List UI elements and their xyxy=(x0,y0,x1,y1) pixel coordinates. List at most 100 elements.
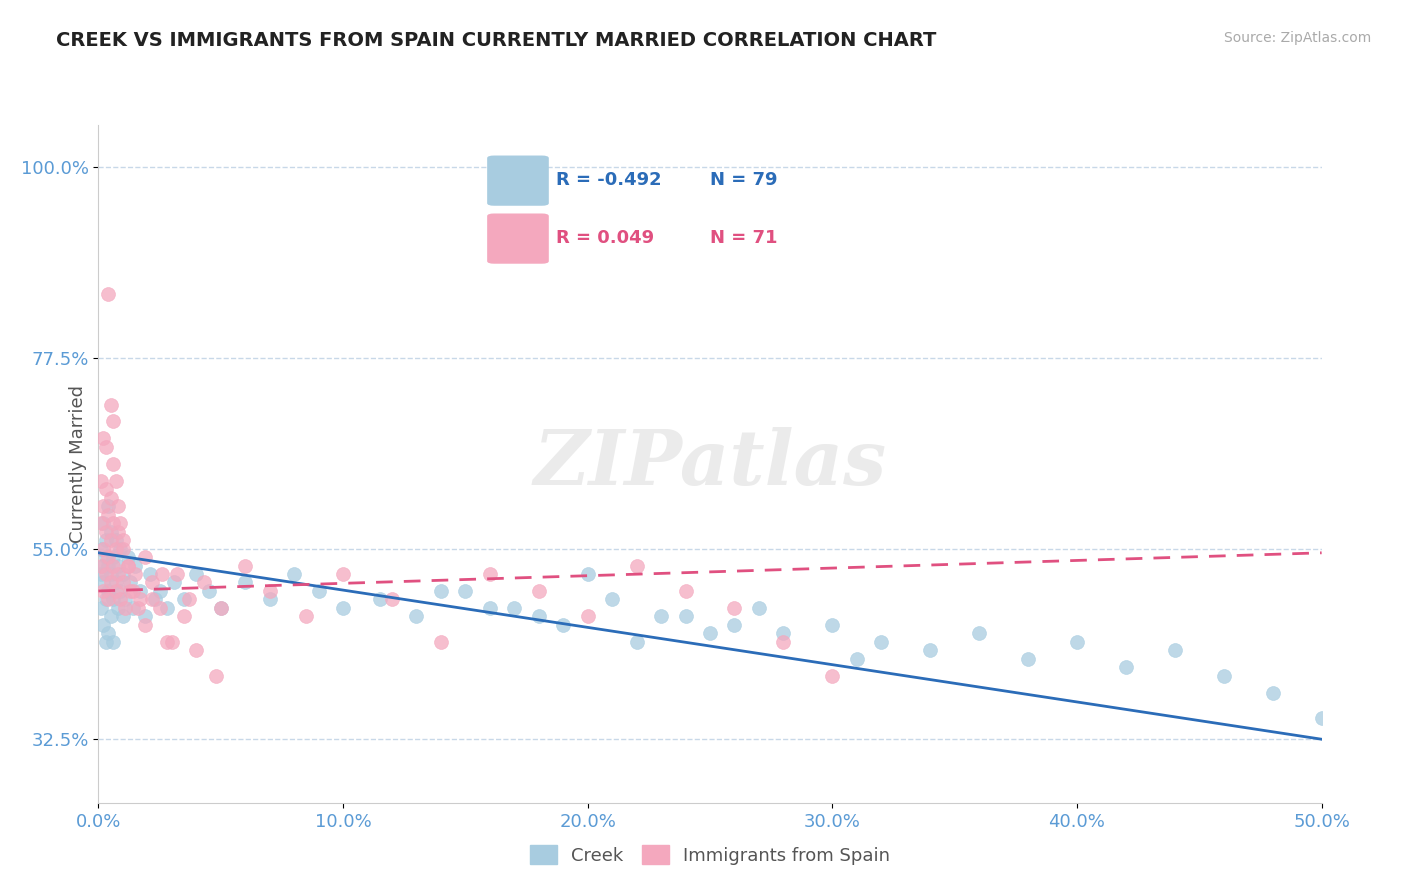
Point xyxy=(150,567,173,582)
Point xyxy=(94,524,117,539)
Point xyxy=(91,575,114,590)
Point xyxy=(104,541,127,556)
Point xyxy=(97,592,120,607)
Point xyxy=(197,584,219,599)
Point xyxy=(94,635,117,649)
Point xyxy=(723,601,745,615)
Point xyxy=(478,567,501,582)
Point xyxy=(90,567,112,582)
Point xyxy=(1115,660,1137,674)
Point xyxy=(100,609,122,624)
Point xyxy=(209,601,232,615)
Point xyxy=(259,584,281,599)
Point xyxy=(134,617,156,632)
Point xyxy=(821,617,844,632)
Point xyxy=(186,643,208,657)
Point xyxy=(129,584,152,599)
Point xyxy=(114,601,136,615)
Point xyxy=(121,601,143,615)
Point xyxy=(1164,643,1187,657)
Point xyxy=(110,516,132,530)
Point xyxy=(91,558,114,573)
Point xyxy=(626,558,648,573)
Point xyxy=(193,575,215,590)
Point xyxy=(107,500,129,514)
Point xyxy=(127,601,149,615)
Point xyxy=(111,575,134,590)
Point xyxy=(111,567,134,582)
Point xyxy=(845,652,868,666)
Point xyxy=(100,398,122,412)
Point xyxy=(772,635,794,649)
Point xyxy=(259,592,281,607)
Point xyxy=(821,669,844,683)
Point xyxy=(141,592,163,607)
Point xyxy=(94,549,117,565)
Point xyxy=(1310,711,1333,725)
Point xyxy=(675,584,697,599)
Point xyxy=(156,601,179,615)
Point xyxy=(111,609,134,624)
Point xyxy=(173,609,195,624)
Point xyxy=(124,558,146,573)
Point xyxy=(129,592,152,607)
Point xyxy=(107,524,129,539)
Point xyxy=(100,524,122,539)
Point xyxy=(94,440,117,454)
Point xyxy=(111,533,134,547)
Point xyxy=(90,558,112,573)
Point xyxy=(97,558,120,573)
Point xyxy=(100,491,122,505)
Point xyxy=(117,549,139,565)
Point xyxy=(675,609,697,624)
Point xyxy=(120,575,142,590)
Point xyxy=(111,541,134,556)
Point xyxy=(117,558,139,573)
Point xyxy=(527,584,550,599)
Point xyxy=(699,626,721,640)
Point xyxy=(104,584,127,599)
Point xyxy=(308,584,330,599)
Point xyxy=(94,533,117,547)
Point xyxy=(97,549,120,565)
Point xyxy=(110,592,132,607)
Point xyxy=(100,567,122,582)
Point xyxy=(1212,669,1234,683)
Point xyxy=(295,609,318,624)
Point xyxy=(553,617,575,632)
Point xyxy=(91,584,114,599)
Point xyxy=(478,601,501,615)
Point xyxy=(723,617,745,632)
Text: Source: ZipAtlas.com: Source: ZipAtlas.com xyxy=(1223,31,1371,45)
Point xyxy=(332,601,354,615)
Point xyxy=(430,584,453,599)
Point xyxy=(101,457,124,471)
Point xyxy=(107,601,129,615)
Point xyxy=(91,516,114,530)
Point xyxy=(368,592,391,607)
Point xyxy=(1017,652,1039,666)
Point xyxy=(139,567,162,582)
Point xyxy=(94,567,117,582)
Point xyxy=(90,601,112,615)
Point xyxy=(160,635,183,649)
Point xyxy=(576,567,599,582)
Point xyxy=(156,635,179,649)
Point xyxy=(381,592,404,607)
Point xyxy=(101,516,124,530)
Point xyxy=(870,635,893,649)
Point xyxy=(748,601,770,615)
Point xyxy=(90,516,112,530)
Point xyxy=(626,635,648,649)
Point xyxy=(90,474,112,488)
Point xyxy=(205,669,228,683)
Point xyxy=(97,508,120,522)
Point xyxy=(101,549,124,565)
Point xyxy=(1261,686,1284,700)
Point xyxy=(332,567,354,582)
Point xyxy=(91,541,114,556)
Point xyxy=(967,626,990,640)
Point xyxy=(100,575,122,590)
Point xyxy=(101,635,124,649)
Point xyxy=(772,626,794,640)
